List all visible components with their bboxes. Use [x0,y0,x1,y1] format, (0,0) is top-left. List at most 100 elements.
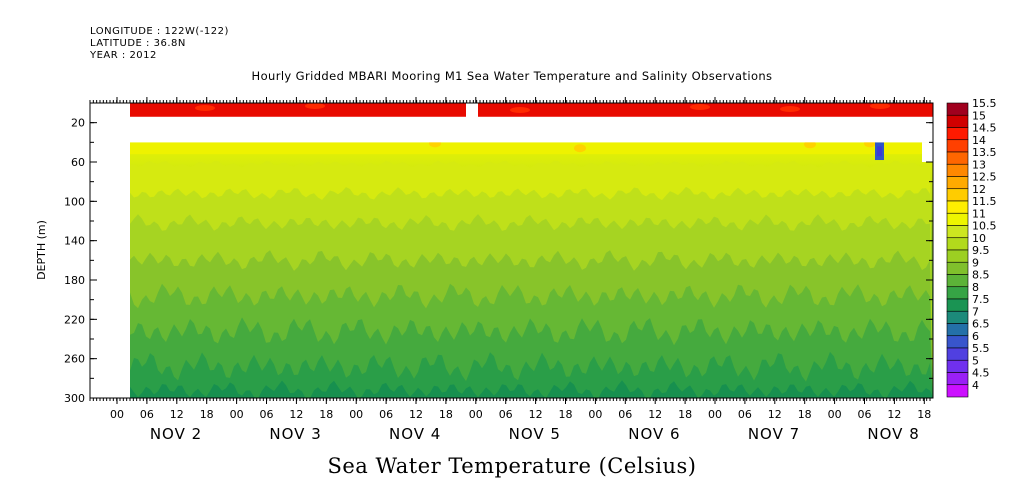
y-tick-label: 20 [71,117,85,130]
colorbar-box [946,372,969,386]
colorbar-box [946,176,969,190]
colorbar-label: 9.5 [972,244,990,257]
year-label: YEAR : 2012 [90,50,157,61]
surface-warm-spot [195,105,215,111]
surface-warm-spot [780,106,800,112]
y-tick-label: 260 [64,353,85,366]
surface-warm-spot [690,104,710,110]
colorbar-label: 14 [972,134,986,147]
x-tick-label: 06 [140,408,154,421]
surface-band [130,103,466,117]
plot-frame [89,102,934,399]
colorbar-box [946,225,969,239]
colorbar-box [946,200,969,214]
colorbar-label: 15 [972,109,986,122]
colorbar-label: 7 [972,305,979,318]
x-tick-label: 18 [678,408,692,421]
x-tick-label: 18 [319,408,333,421]
no-data-gap [130,116,933,143]
x-axis-label: Sea Water Temperature (Celsius) [327,454,697,478]
x-tick-label: 00 [828,408,842,421]
colorbar-box [946,212,969,226]
colorbar-box [946,102,969,116]
x-day-label: NOV 5 [509,425,561,443]
colorbar-label: 14.5 [972,122,997,135]
colorbar-label: 5.5 [972,342,990,355]
colorbar-box [946,310,969,324]
colorbar-label: 8 [972,281,979,294]
colorbar-box [946,188,969,202]
x-tick-label: 18 [439,408,453,421]
colorbar-label: 7.5 [972,293,990,306]
colorbar-box [946,323,969,337]
x-day-label: NOV 7 [748,425,800,443]
x-tick-label: 00 [349,408,363,421]
isotherm-band [130,380,933,399]
x-tick-label: 18 [559,408,573,421]
x-tick-label: 00 [110,408,124,421]
colorbar-box [946,298,969,312]
x-tick-label: 00 [708,408,722,421]
colorbar-label: 4 [972,379,979,392]
colorbar-box [946,114,969,128]
colorbar-box [946,237,969,251]
x-tick-label: 06 [618,408,632,421]
colorbar-box [946,127,969,141]
y-tick-label: 180 [64,274,85,287]
colorbar-box [946,274,969,288]
y-tick-label: 60 [71,156,85,169]
x-tick-label: 12 [409,408,423,421]
x-tick-label: 18 [200,408,214,421]
colorbar-label: 8.5 [972,269,990,282]
x-tick-label: 12 [887,408,901,421]
warm-spot [574,144,586,153]
colorbar-label: 6.5 [972,318,990,331]
x-tick-label: 12 [170,408,184,421]
y-axis-label: DEPTH (m) [35,220,48,280]
x-tick-label: 06 [858,408,872,421]
x-tick-label: 12 [289,408,303,421]
x-tick-label: 12 [648,408,662,421]
x-tick-label: 06 [738,408,752,421]
x-day-label: NOV 6 [628,425,680,443]
no-data-region [922,142,933,162]
latitude-label: LATITUDE : 36.8N [90,38,186,49]
x-tick-label: 00 [469,408,483,421]
colorbar-label: 15.5 [972,97,997,110]
cold-anomaly-core [877,146,882,157]
x-tick-label: 06 [499,408,513,421]
colorbar-label: 5 [972,354,979,367]
x-tick-label: 18 [798,408,812,421]
no-data-region [90,103,130,398]
x-day-label: NOV 4 [389,425,441,443]
surface-band [478,103,933,117]
colorbar-box [946,163,969,177]
colorbar-box [946,249,969,263]
colorbar-label: 11 [972,207,986,220]
colorbar-label: 10 [972,232,986,245]
y-tick-label: 300 [64,392,85,405]
chart-title: Hourly Gridded MBARI Mooring M1 Sea Wate… [251,69,773,83]
x-day-label: NOV 8 [867,425,919,443]
colorbar-box [946,261,969,275]
x-tick-label: 12 [768,408,782,421]
colorbar-box [946,286,969,300]
x-tick-label: 18 [917,408,931,421]
x-tick-label: 00 [588,408,602,421]
colorbar-label: 12 [972,183,986,196]
y-tick-label: 100 [64,195,85,208]
surface-warm-spot [870,103,890,109]
x-day-label: NOV 2 [150,425,202,443]
colorbar-box [946,151,969,165]
colorbar-box [946,335,969,349]
longitude-label: LONGITUDE : 122W(-122) [90,26,229,37]
subsurface-band [130,142,922,155]
colorbar-label: 13 [972,158,986,171]
colorbar-label: 6 [972,330,979,343]
x-tick-label: 12 [529,408,543,421]
colorbar-box [946,139,969,153]
colorbar-box [946,347,969,361]
colorbar-box [946,359,969,373]
surface-warm-spot [510,107,530,113]
